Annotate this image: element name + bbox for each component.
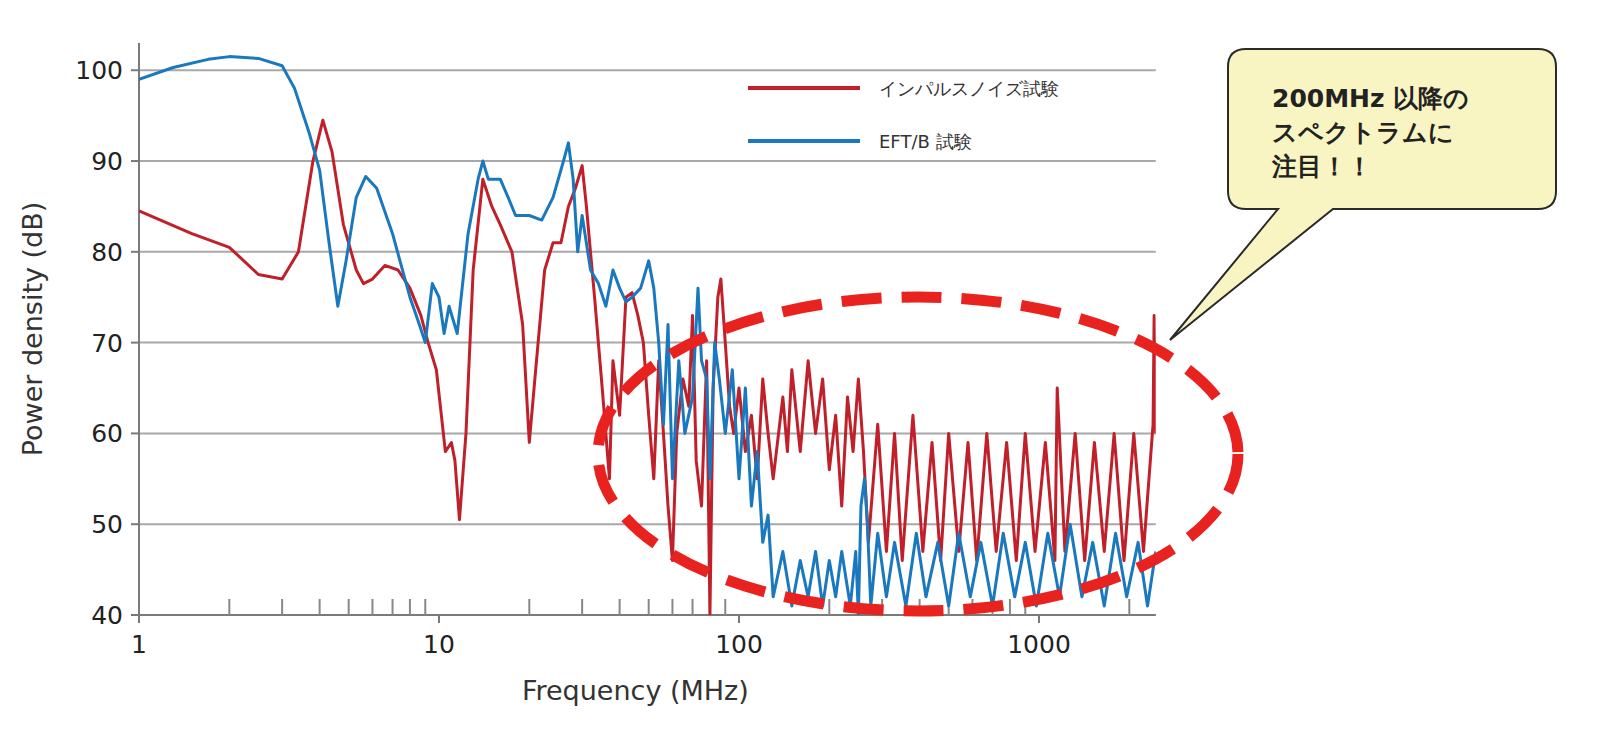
x-tick (138, 615, 140, 623)
x-tick (738, 615, 740, 623)
minor-tick (724, 599, 726, 615)
callout-text: スペクトラムに (1272, 118, 1454, 147)
y-tick-label: 100 (75, 56, 123, 85)
y-tick (131, 342, 139, 344)
minor-tick (228, 599, 230, 615)
grid-line (139, 432, 1156, 434)
minor-tick (648, 599, 650, 615)
y-tick-label: 80 (91, 238, 123, 267)
minor-tick (671, 599, 673, 615)
grid-line (139, 614, 1156, 616)
minor-tick (581, 599, 583, 615)
callout-text: 注目！！ (1271, 152, 1372, 181)
y-tick (131, 251, 139, 253)
minor-tick (1009, 599, 1011, 615)
minor-tick (619, 599, 621, 615)
minor-tick (371, 599, 373, 615)
legend-label: EFT/B 試験 (879, 131, 972, 152)
minor-tick (692, 599, 694, 615)
minor-tick (409, 599, 411, 615)
minor-tick (828, 599, 830, 615)
minor-tick (348, 599, 350, 615)
legend-swatch (748, 139, 860, 143)
y-tick-label: 40 (91, 601, 123, 630)
legend-swatch (748, 86, 860, 90)
y-tick (131, 432, 139, 434)
y-tick (131, 614, 139, 616)
y-tick (131, 523, 139, 525)
callout-text: 200MHz 以降の (1272, 84, 1469, 113)
x-tick (438, 615, 440, 623)
y-tick (131, 69, 139, 71)
grid-line (139, 160, 1156, 162)
minor-tick (424, 599, 426, 615)
y-tick-label: 50 (91, 510, 123, 539)
x-tick-label: 1000 (1007, 630, 1071, 659)
minor-tick (1128, 599, 1130, 615)
grid-line (139, 69, 1156, 71)
y-axis-label: Power density (dB) (17, 202, 48, 457)
grid-line (139, 523, 1156, 525)
x-axis (139, 614, 1156, 616)
x-axis-label: Frequency (MHz) (522, 675, 749, 706)
minor-tick (319, 599, 321, 615)
y-tick-label: 70 (91, 329, 123, 358)
y-axis (138, 43, 140, 615)
y-tick-label: 90 (91, 147, 123, 176)
y-tick-label: 60 (91, 419, 123, 448)
highlight-ellipse (598, 297, 1238, 611)
x-tick-label: 1 (131, 630, 147, 659)
x-tick-label: 10 (423, 630, 455, 659)
minor-tick (281, 599, 283, 615)
minor-tick (528, 599, 530, 615)
x-tick (1038, 615, 1040, 623)
callout-box (1170, 49, 1556, 340)
grid-line (139, 251, 1156, 253)
legend-label: インパルスノイズ試験 (879, 78, 1059, 99)
chart: 4050607080901001101001000Frequency (MHz)… (0, 0, 1600, 750)
minor-tick (392, 599, 394, 615)
y-tick (131, 160, 139, 162)
x-tick-label: 100 (715, 630, 763, 659)
grid-line (139, 342, 1156, 344)
